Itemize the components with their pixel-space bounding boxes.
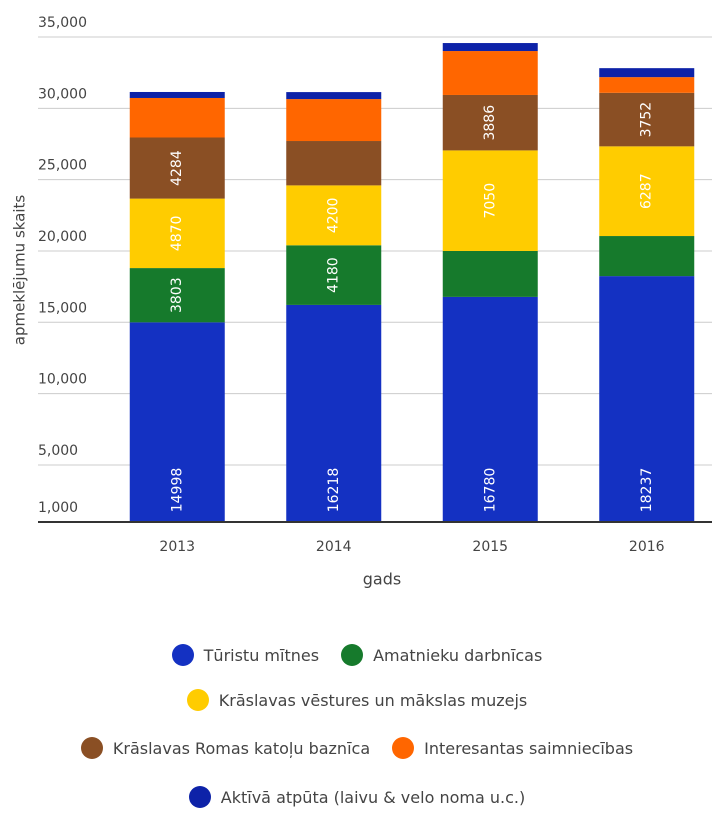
x-tick-label: 2013: [159, 539, 195, 555]
bar-segment: [129, 198, 225, 269]
data-label: 3803: [169, 277, 185, 313]
y-tick-label: 1,000: [38, 500, 78, 516]
legend-item: Krāslavas Romas katoļu baznīca: [80, 737, 371, 759]
bar-segment: [599, 92, 695, 147]
y-tick-label: 5,000: [38, 443, 78, 459]
legend-label: Tūristu mītnes: [203, 645, 320, 665]
legend-item: Aktīvā atpūta (laivu & velo noma u.c.): [188, 786, 526, 808]
y-tick-label: 35,000: [38, 15, 87, 31]
bar-segment: [442, 94, 538, 151]
legend-item: Tūristu mītnes: [171, 644, 320, 666]
legend-label: Aktīvā atpūta (laivu & velo noma u.c.): [220, 787, 526, 807]
bar-segment: [286, 99, 382, 142]
bar-segment: [129, 268, 225, 323]
bar-segment: [599, 68, 695, 78]
bar-segment: [442, 150, 538, 251]
bar-segment: [599, 236, 695, 277]
legend-row: Krāslavas vēstures un mākslas muzejs: [0, 689, 714, 711]
x-axis-label: gads: [363, 570, 401, 589]
bar-segment: [286, 141, 382, 186]
legend-row: Tūristu mītnes Amatnieku darbnīcas: [0, 644, 714, 666]
bar-segment: [129, 91, 225, 98]
bar-segment: [129, 137, 225, 199]
bar-segment: [286, 245, 382, 305]
legend-swatch: [188, 786, 211, 808]
legend-swatch: [341, 644, 364, 666]
legend-swatch: [171, 644, 194, 666]
legend-label: Krāslavas Romas katoļu baznīca: [112, 738, 371, 758]
bar-segment: [129, 322, 225, 522]
y-tick-label: 20,000: [38, 229, 87, 245]
bar-segment: [599, 276, 695, 522]
bar-segment: [129, 97, 225, 138]
data-label: 6287: [639, 173, 655, 209]
bar-segment: [286, 304, 382, 522]
bar-segment: [599, 77, 695, 93]
bar-segment: [442, 250, 538, 297]
chart: apmeklējumu skaits gads 1,000 5,000 10,000…: [11, 15, 712, 589]
y-axis-label: apmeklējumu skaits: [11, 195, 29, 346]
bar-segment: [286, 185, 382, 246]
y-tick-label: 10,000: [38, 372, 87, 388]
x-tick-label: 2015: [472, 539, 508, 555]
data-label: 18237: [639, 468, 655, 513]
legend-label: Krāslavas vēstures un mākslas muzejs: [218, 690, 528, 710]
bar-segment: [599, 146, 695, 237]
data-label: 4200: [326, 198, 342, 234]
data-label: 4180: [326, 257, 342, 293]
data-label: 16218: [326, 468, 342, 513]
bar-segment: [442, 51, 538, 95]
y-tick-label: 25,000: [38, 158, 87, 174]
legend-item: Krāslavas vēstures un mākslas muzejs: [186, 689, 528, 711]
y-tick-label: 15,000: [38, 300, 87, 316]
data-label: 4870: [169, 216, 185, 252]
bar-segment: [442, 43, 538, 52]
x-tick-label: 2016: [629, 539, 665, 555]
data-label: 7050: [482, 183, 498, 219]
x-tick-label: 2014: [316, 539, 352, 555]
bar-segment: [286, 92, 382, 100]
data-label: 14998: [169, 468, 185, 513]
legend-item: Interesantas saimniecības: [392, 737, 633, 759]
legend-swatch: [80, 737, 103, 759]
data-label: 4284: [169, 150, 185, 186]
data-label: 3886: [482, 105, 498, 141]
legend-item: Amatnieku darbnīcas: [341, 644, 542, 666]
legend-row: Aktīvā atpūta (laivu & velo noma u.c.): [0, 786, 714, 808]
legend-label: Amatnieku darbnīcas: [373, 645, 543, 665]
legend-swatch: [186, 689, 209, 711]
y-tick-label: 30,000: [38, 86, 87, 102]
bar-segment: [442, 296, 538, 522]
legend-label: Interesantas saimniecības: [424, 738, 634, 758]
data-label: 3752: [639, 102, 655, 138]
legend-swatch: [392, 737, 415, 759]
legend-row: Krāslavas Romas katoļu baznīca Interesant…: [0, 737, 714, 759]
data-label: 16780: [482, 468, 498, 513]
